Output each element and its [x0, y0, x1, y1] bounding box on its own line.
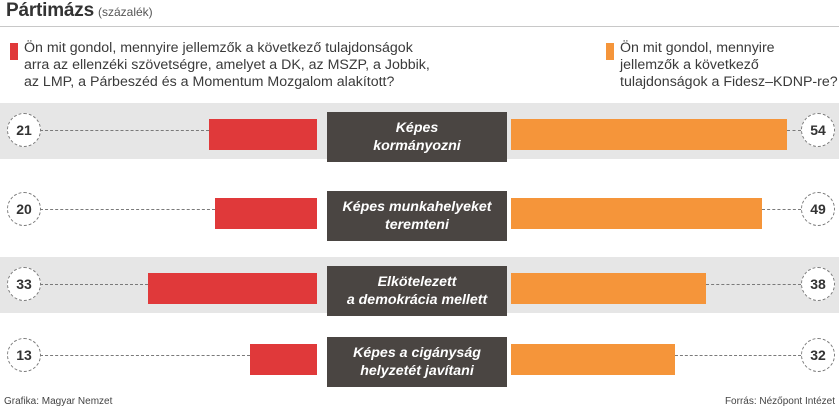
bar-opposition: [148, 273, 317, 304]
bar-fidesz: [511, 198, 762, 229]
category-label: Elkötelezett a demokrácia mellett: [327, 266, 507, 316]
legend-text-line: jellemzők a következő: [620, 57, 759, 73]
legend-marker-opposition: [10, 43, 18, 60]
value-label-opposition: 20: [7, 192, 41, 226]
category-label: Képes munkahelyeket teremteni: [327, 191, 507, 241]
value-label-fidesz: 49: [801, 192, 835, 226]
dashed-connector: [40, 209, 215, 210]
title-divider: [0, 26, 839, 27]
chart-header: Pártimázs (százalék): [6, 0, 153, 22]
category-label-line: Képes a cigányság: [353, 345, 481, 361]
legend-marker-fidesz: [606, 43, 614, 60]
category-label-line: kormányozni: [373, 138, 461, 154]
category-label: Képes kormányozni: [327, 112, 507, 162]
legend-question-fidesz: Ön mit gondol, mennyire jellemzők a köve…: [606, 40, 838, 91]
dashed-connector: [705, 284, 801, 285]
chart-row: 20 49 Képes munkahelyeket teremteni: [0, 182, 839, 241]
chart-row: 33 38 Elkötelezett a demokrácia mellett: [0, 257, 839, 316]
value-label-opposition: 33: [7, 267, 41, 301]
dashed-connector: [674, 355, 801, 356]
bar-fidesz: [511, 344, 675, 375]
category-label-line: Képes munkahelyeket: [342, 199, 492, 215]
dashed-connector: [40, 130, 210, 131]
dashed-connector: [40, 284, 149, 285]
category-label-line: teremteni: [385, 217, 449, 233]
graphic-credit: Grafika: Magyar Nemzet: [4, 396, 113, 407]
value-label-fidesz: 38: [801, 267, 835, 301]
category-label-line: a demokrácia mellett: [346, 292, 488, 308]
value-label-opposition: 21: [7, 113, 41, 147]
legend-text-opposition: Ön mit gondol, mennyire jellemzők a köve…: [10, 40, 430, 91]
legend-text-line: az LMP, a Párbeszéd és a Momentum Mozgal…: [24, 74, 395, 90]
legend-text-line: Ön mit gondol, mennyire: [620, 40, 775, 56]
dashed-connector: [787, 130, 801, 131]
chart-subtitle: (százalék): [97, 5, 153, 19]
bar-fidesz: [511, 273, 706, 304]
dashed-connector: [40, 355, 251, 356]
legend-text-line: Ön mit gondol, mennyire jellemzők a köve…: [24, 40, 413, 56]
legend-question-opposition: Ön mit gondol, mennyire jellemzők a köve…: [10, 40, 430, 91]
value-label-opposition: 13: [7, 338, 41, 372]
source-note: Forrás: Nézőpont Intézet: [724, 396, 835, 407]
category-label: Képes a cigányság helyzetét javítani: [327, 337, 507, 387]
category-label-line: helyzetét javítani: [360, 363, 474, 379]
legend-text-line: tulajdonságok a Fidesz–KDNP-re?: [620, 74, 838, 90]
bar-fidesz: [511, 119, 788, 150]
value-label-fidesz: 32: [801, 338, 835, 372]
bar-opposition: [214, 198, 317, 229]
category-label-line: Képes: [395, 120, 439, 136]
chart-row: 21 54 Képes kormányozni: [0, 103, 839, 162]
legend-text-line: arra az ellenzéki szövetségre, amelyet a…: [24, 57, 430, 73]
dashed-connector: [761, 209, 801, 210]
bar-opposition: [209, 119, 317, 150]
chart-row: 13 32 Képes a cigányság helyzetét javítani: [0, 328, 839, 387]
legend-text-fidesz: Ön mit gondol, mennyire jellemzők a köve…: [606, 40, 838, 91]
category-label-line: Elkötelezett: [377, 274, 457, 290]
bar-opposition: [250, 344, 317, 375]
value-label-fidesz: 54: [801, 113, 835, 147]
chart-title: Pártimázs: [6, 0, 94, 21]
